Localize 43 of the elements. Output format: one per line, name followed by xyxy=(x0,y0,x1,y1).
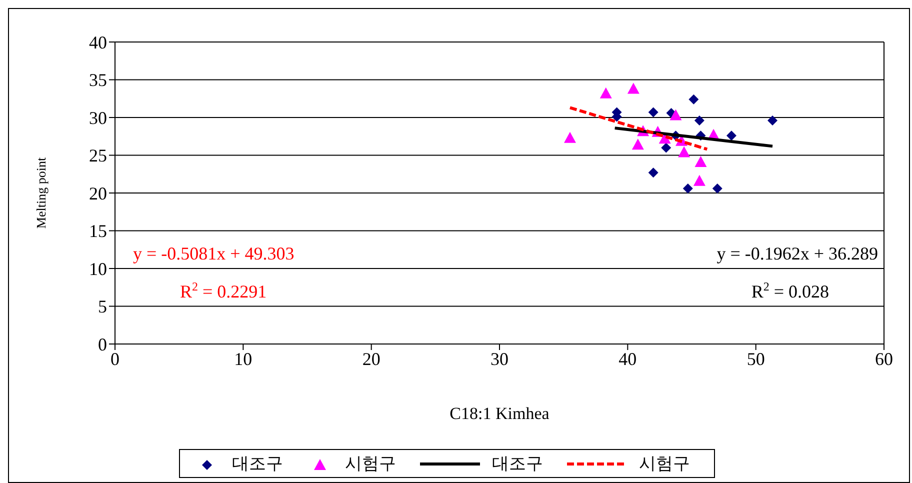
annotation: R$^{2}$ = 0.028 xyxy=(751,279,829,302)
x-axis-title: C18:1 Kimhea xyxy=(450,404,550,423)
point xyxy=(694,156,707,168)
legend-label: 시험구 xyxy=(345,453,396,475)
x-tick-label: 40 xyxy=(618,348,637,369)
point xyxy=(726,130,736,141)
point xyxy=(627,82,640,94)
y-tick-label: 10 xyxy=(89,258,107,279)
legend-label: 대조구 xyxy=(232,453,283,475)
legend-label: 시험구 xyxy=(639,453,690,475)
point xyxy=(670,109,682,120)
point xyxy=(693,174,706,186)
y-tick-label: 40 xyxy=(89,32,107,52)
point xyxy=(564,132,576,143)
point xyxy=(688,94,699,104)
point xyxy=(767,116,778,126)
y-tick-label: 5 xyxy=(98,296,107,317)
y-tick-label: 25 xyxy=(89,146,107,166)
x-tick-label: 30 xyxy=(490,348,508,369)
x-tick-label: 20 xyxy=(362,348,380,369)
y-axis-title: Melting point xyxy=(34,157,49,229)
x-tick-label: 0 xyxy=(110,348,120,369)
point xyxy=(694,116,704,126)
legend-label: 대조구 xyxy=(492,453,543,475)
y-tick-label: 35 xyxy=(89,70,107,90)
point xyxy=(632,138,644,150)
point xyxy=(678,146,690,158)
x-tick-label: 60 xyxy=(875,348,893,369)
annotation: R$^{2}$ = 0.2291 xyxy=(180,279,267,302)
point xyxy=(648,168,658,178)
y-tick-label: 20 xyxy=(89,183,107,204)
y-tick-label: 30 xyxy=(89,108,107,128)
y-tick-label: 0 xyxy=(98,334,107,354)
annotation: y = -0.1962x + 36.289 xyxy=(716,244,878,264)
x-tick-label: 50 xyxy=(746,348,765,369)
annotation: y = -0.5081x + 49.303 xyxy=(133,244,294,264)
point xyxy=(712,183,722,194)
point xyxy=(661,142,672,153)
x-tick-label: 10 xyxy=(234,348,252,369)
y-tick-label: 15 xyxy=(89,221,107,242)
point xyxy=(682,183,693,194)
point xyxy=(648,107,658,118)
point xyxy=(600,87,612,98)
